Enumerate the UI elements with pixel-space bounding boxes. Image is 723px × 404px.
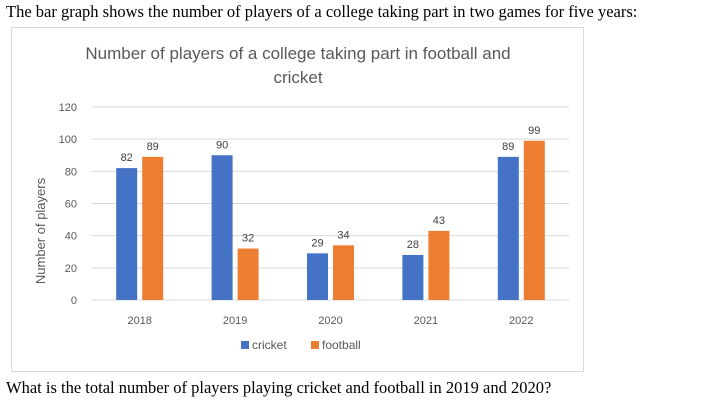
data-label-football-2019: 32 — [242, 233, 254, 245]
x-tick-label-2020: 2020 — [318, 315, 342, 327]
legend-label-cricket: cricket — [252, 338, 287, 352]
data-label-cricket-2018: 82 — [121, 152, 133, 164]
x-tick-label-2019: 2019 — [223, 315, 247, 327]
y-tick-label: 100 — [59, 134, 77, 146]
bar-cricket-2022 — [497, 156, 519, 300]
data-label-cricket-2022: 89 — [502, 141, 514, 153]
data-label-football-2021: 43 — [433, 215, 445, 227]
chart-title-line-2: cricket — [273, 68, 322, 87]
y-tick-label: 40 — [65, 231, 77, 243]
legend-swatch-football — [311, 341, 319, 349]
data-label-football-2020: 34 — [337, 229, 349, 241]
x-tick-label-2021: 2021 — [414, 315, 438, 327]
y-tick-label: 20 — [65, 263, 77, 275]
data-label-cricket-2021: 28 — [407, 239, 419, 251]
bar-football-2022 — [523, 140, 545, 300]
y-tick-label: 120 — [59, 102, 77, 114]
legend-label-football: football — [322, 338, 361, 352]
data-label-cricket-2019: 90 — [216, 139, 228, 151]
legend-swatch-cricket — [241, 341, 249, 349]
bar-cricket-2018 — [116, 168, 138, 300]
bar-football-2021 — [428, 230, 450, 300]
question-text: What is the total number of players play… — [6, 378, 552, 397]
bar-cricket-2021 — [402, 254, 424, 300]
y-axis-label: Number of players — [33, 177, 48, 284]
y-tick-label: 80 — [65, 166, 77, 178]
gridlines — [92, 106, 569, 301]
bar-cricket-2019 — [211, 155, 233, 300]
data-labels: 82 89 90 32 29 34 28 43 89 99 — [121, 125, 541, 251]
legend: cricket football — [241, 338, 361, 352]
bar-chart: Number of players of a college taking pa… — [33, 44, 569, 352]
y-tick-label: 0 — [71, 295, 77, 307]
data-label-football-2022: 99 — [528, 125, 540, 137]
chart-title-line-1: Number of players of a college taking pa… — [85, 44, 510, 63]
bar-cricket-2020 — [307, 253, 328, 300]
bar-football-2020 — [333, 245, 354, 300]
chart-container: Number of players of a college taking pa… — [11, 27, 584, 372]
data-label-cricket-2020: 29 — [311, 237, 323, 249]
bar-football-2018 — [142, 156, 164, 300]
bar-football-2019 — [237, 248, 259, 300]
x-axis-ticks: 2018 2019 2020 2021 2022 — [127, 315, 533, 327]
x-tick-label-2022: 2022 — [509, 315, 533, 327]
y-axis-ticks: 0 20 40 60 80 100 120 — [59, 102, 77, 307]
data-label-football-2018: 89 — [147, 141, 159, 153]
x-tick-label-2018: 2018 — [127, 315, 151, 327]
intro-text: The bar graph shows the number of player… — [6, 2, 638, 21]
bars — [116, 140, 545, 300]
y-tick-label: 60 — [65, 199, 77, 211]
